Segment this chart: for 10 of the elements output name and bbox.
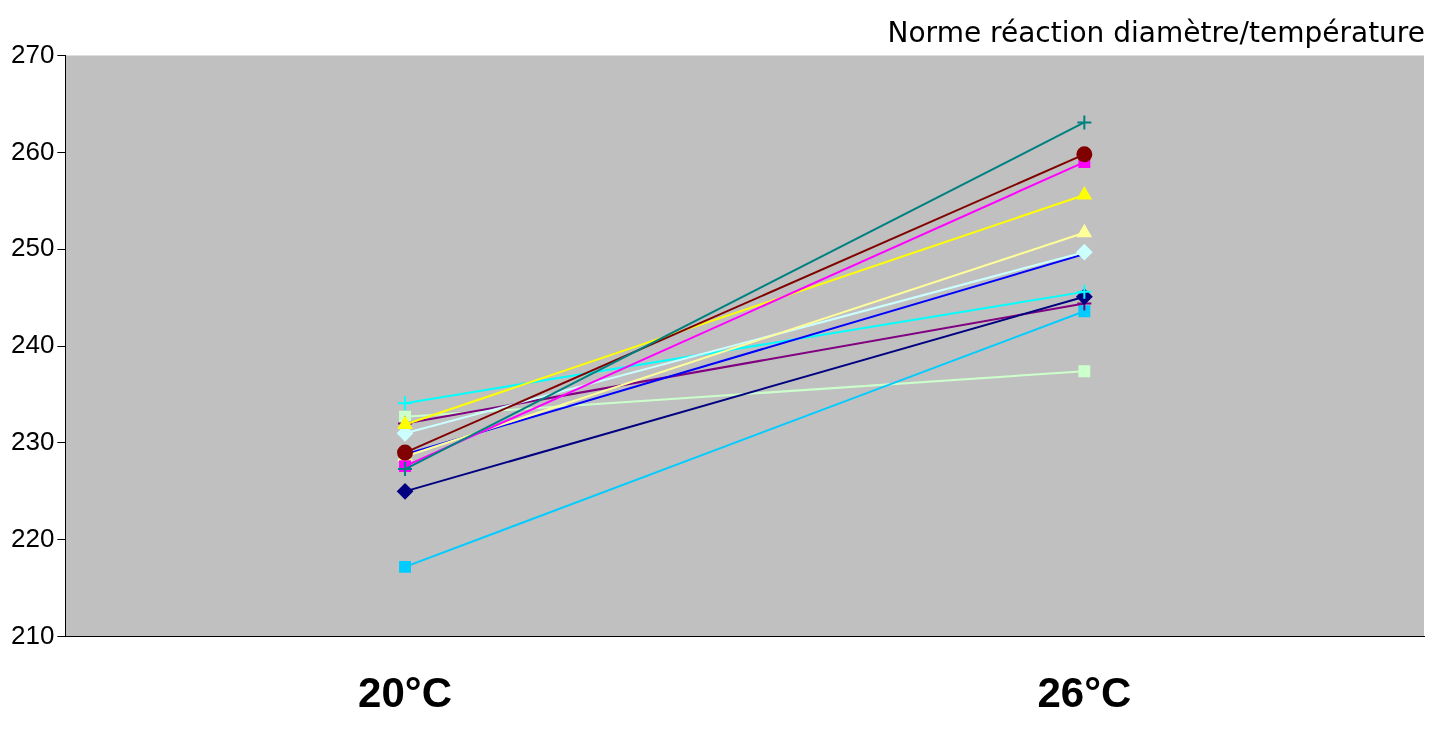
y-tick-label: 250 xyxy=(10,232,55,263)
y-tick-label: 210 xyxy=(10,619,55,650)
chart-title: Norme réaction diamètre/température xyxy=(887,16,1425,50)
x-tick-label: 26°C xyxy=(1037,669,1132,717)
y-tick-label: 220 xyxy=(10,522,55,553)
y-tick-label: 270 xyxy=(10,38,55,69)
y-tick-label: 230 xyxy=(10,426,55,457)
x-tick-label: 20°C xyxy=(358,669,452,717)
y-tick-label: 240 xyxy=(10,329,55,360)
y-tick-label: 260 xyxy=(10,135,55,166)
